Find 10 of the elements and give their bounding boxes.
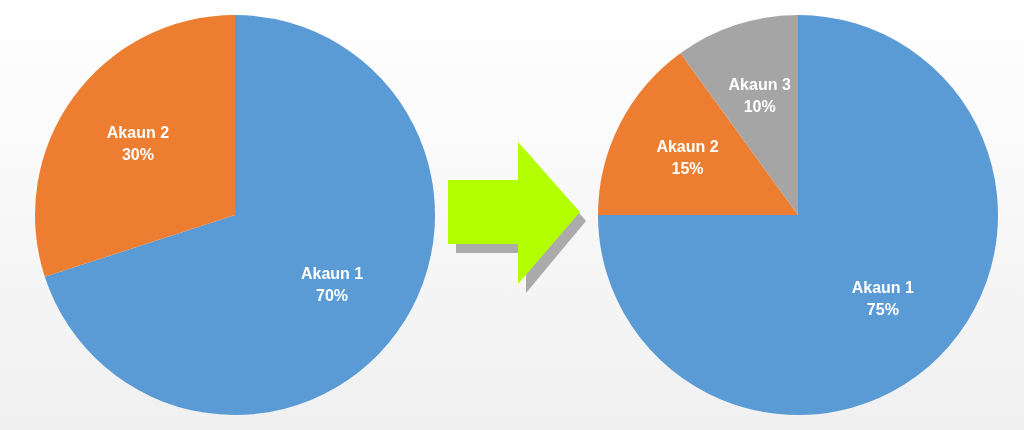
slice-label: Akaun 1: [300, 264, 364, 282]
data-label: 30%: [121, 145, 154, 163]
data-label: 15%: [671, 160, 704, 178]
slice-label: Akaun 2: [106, 123, 170, 141]
data-label: 75%: [866, 301, 899, 319]
data-label: 70%: [316, 286, 349, 304]
slice-label: Akaun 3: [728, 76, 791, 94]
slice-label: Akaun 2: [656, 138, 719, 156]
slice-label: Akaun 1: [851, 279, 915, 297]
data-label: 10%: [743, 98, 776, 116]
